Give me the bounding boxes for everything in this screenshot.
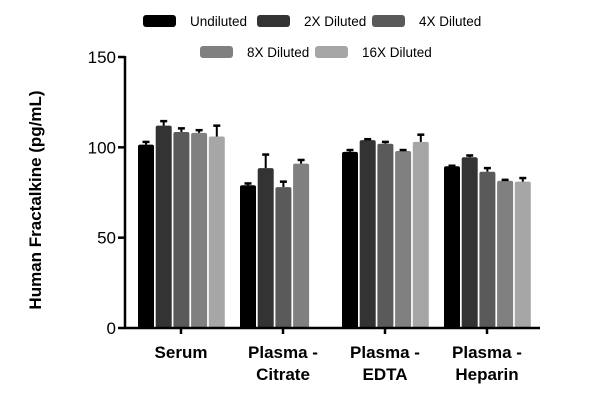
y-tick-label: 150	[88, 48, 116, 67]
bar	[257, 168, 274, 328]
y-tick-label: 50	[97, 229, 116, 248]
bar	[293, 163, 310, 328]
bar	[240, 185, 256, 328]
legend-label: 4X Diluted	[419, 14, 481, 29]
bar	[514, 181, 531, 328]
legend-label: 2X Diluted	[304, 14, 366, 29]
x-tick-label: Plasma -	[248, 343, 318, 362]
bar	[138, 144, 154, 328]
y-axis-label: Human Fractalkine (pg/mL)	[26, 90, 45, 309]
legend-swatch	[372, 15, 405, 27]
bar	[359, 140, 376, 328]
x-tick-label: EDTA	[362, 365, 407, 384]
bar	[208, 136, 225, 328]
x-tick-label: Serum	[155, 343, 208, 362]
bar	[412, 141, 429, 328]
bar	[342, 151, 358, 328]
legend-label: 8X Diluted	[247, 45, 309, 60]
bar	[155, 125, 172, 328]
legend-label: 16X Diluted	[362, 45, 432, 60]
bar	[173, 131, 190, 328]
bar	[479, 171, 496, 328]
legend-swatch	[143, 15, 176, 27]
bar	[275, 187, 292, 328]
legend-swatch	[315, 46, 348, 58]
bar	[395, 150, 412, 328]
bar	[377, 143, 394, 328]
bar	[444, 166, 460, 328]
bar	[497, 180, 514, 328]
x-tick-label: Plasma -	[452, 343, 522, 362]
legend-swatch	[257, 15, 290, 27]
legend-swatch	[200, 46, 233, 58]
bar	[191, 132, 208, 328]
legend: Undiluted 2X Diluted 4X Diluted 8X Diluted 1…	[143, 14, 481, 60]
axes: 0 50 100 150 Serum Plasma - Citrate Plasma - EDT…	[88, 48, 540, 384]
x-tick-label: Heparin	[455, 365, 518, 384]
y-tick-label: 0	[107, 319, 116, 338]
x-tick-label: Citrate	[256, 365, 310, 384]
y-tick-label: 100	[88, 138, 116, 157]
x-tick-label: Plasma -	[350, 343, 420, 362]
bars	[138, 119, 531, 328]
legend-label: Undiluted	[190, 14, 247, 29]
bar	[461, 157, 478, 328]
